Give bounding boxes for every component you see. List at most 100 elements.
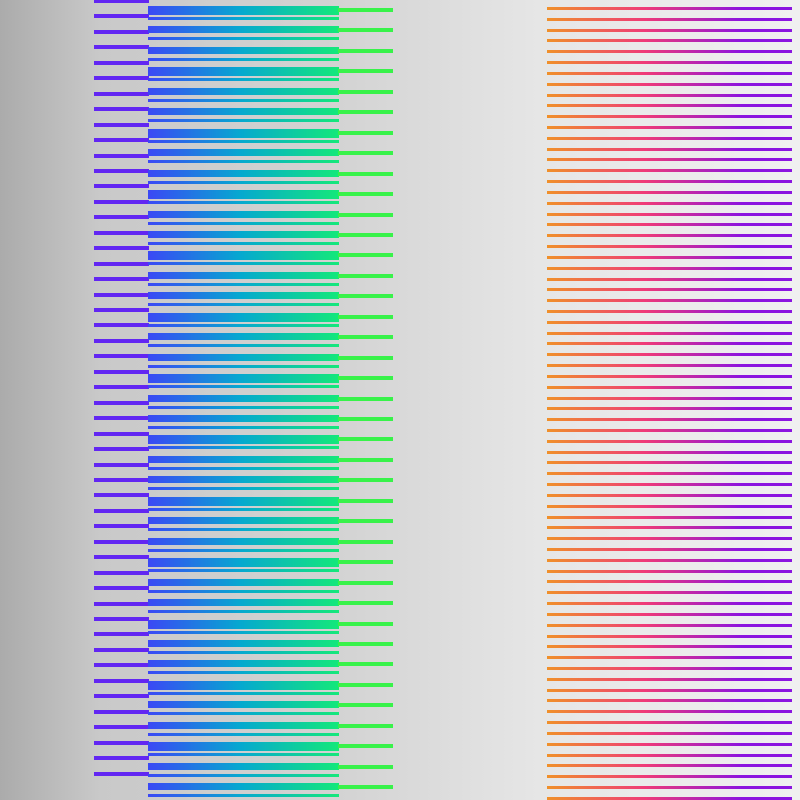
blue-green-stripe [148, 129, 339, 138]
blue-green-stripe [148, 354, 339, 361]
lime-stripe [338, 69, 393, 73]
blue-green-stripe [148, 67, 339, 76]
purple-stripe [94, 756, 149, 760]
orange-violet-stripe [547, 386, 792, 389]
blue-green-stripe [148, 88, 339, 95]
lime-stripe [338, 49, 393, 53]
purple-stripe [94, 354, 149, 358]
lime-stripe [338, 744, 393, 748]
lime-stripe [338, 90, 393, 94]
lime-stripe [338, 335, 393, 339]
purple-stripe [94, 0, 149, 3]
blue-green-stripe [148, 251, 339, 260]
purple-stripe [94, 602, 149, 606]
orange-violet-stripe [547, 689, 792, 692]
blue-green-thin-stripe [148, 365, 339, 368]
blue-green-stripe [148, 681, 339, 690]
orange-violet-stripe [547, 332, 792, 335]
blue-green-thin-stripe [148, 181, 339, 184]
blue-green-thin-stripe [148, 385, 339, 388]
orange-violet-stripe [547, 39, 792, 42]
orange-violet-stripe [547, 83, 792, 86]
blue-green-thin-stripe [148, 774, 339, 777]
orange-violet-stripe [547, 591, 792, 594]
blue-green-thin-stripe [148, 528, 339, 531]
blue-green-thin-stripe [148, 426, 339, 429]
purple-stripe [94, 370, 149, 374]
lime-stripe [338, 581, 393, 585]
blue-green-stripe [148, 435, 339, 444]
lime-stripe [338, 28, 393, 32]
blue-green-thin-stripe [148, 140, 339, 143]
lime-stripe [338, 233, 393, 237]
lime-stripe [338, 8, 393, 12]
orange-violet-stripe [547, 353, 792, 356]
purple-stripe [94, 123, 149, 127]
blue-green-thin-stripe [148, 37, 339, 40]
orange-violet-stripe [547, 169, 792, 172]
orange-violet-stripe [547, 104, 792, 107]
lime-stripe [338, 540, 393, 544]
orange-violet-stripe [547, 137, 792, 140]
orange-violet-stripe [547, 148, 792, 151]
purple-stripe [94, 663, 149, 667]
orange-violet-stripe [547, 516, 792, 519]
purple-stripe [94, 293, 149, 297]
orange-violet-stripe [547, 483, 792, 486]
blue-green-stripe [148, 149, 339, 156]
purple-stripe [94, 61, 149, 65]
orange-violet-stripe [547, 526, 792, 529]
orange-violet-stripe [547, 418, 792, 421]
blue-green-thin-stripe [148, 692, 339, 695]
purple-stripe [94, 107, 149, 111]
blue-green-stripe [148, 640, 339, 647]
lime-stripe [338, 785, 393, 789]
lime-stripe [338, 274, 393, 278]
purple-stripe [94, 184, 149, 188]
purple-stripe [94, 154, 149, 158]
lime-stripe [338, 397, 393, 401]
purple-stripe [94, 617, 149, 621]
orange-violet-stripe [547, 440, 792, 443]
lime-stripe [338, 131, 393, 135]
blue-green-stripe [148, 374, 339, 383]
lime-stripe [338, 683, 393, 687]
blue-green-thin-stripe [148, 201, 339, 204]
blue-green-thin-stripe [148, 569, 339, 572]
blue-green-thin-stripe [148, 262, 339, 265]
orange-violet-stripe [547, 50, 792, 53]
lime-stripe [338, 642, 393, 646]
purple-stripe [94, 432, 149, 436]
orange-violet-stripe [547, 126, 792, 129]
purple-stripe [94, 215, 149, 219]
purple-stripe [94, 679, 149, 683]
purple-stripe [94, 710, 149, 714]
purple-stripe [94, 478, 149, 482]
orange-violet-stripe [547, 461, 792, 464]
orange-violet-stripe [547, 635, 792, 638]
blue-green-stripe [148, 497, 339, 506]
lime-stripe [338, 151, 393, 155]
purple-stripe [94, 509, 149, 513]
blue-green-stripe [148, 742, 339, 751]
blue-green-thin-stripe [148, 58, 339, 61]
orange-violet-stripe [547, 429, 792, 432]
blue-green-thin-stripe [148, 467, 339, 470]
blue-green-stripe [148, 599, 339, 606]
lime-stripe [338, 315, 393, 319]
purple-stripe [94, 725, 149, 729]
blue-green-thin-stripe [148, 242, 339, 245]
orange-violet-stripe [547, 764, 792, 767]
lime-stripe [338, 601, 393, 605]
orange-violet-stripe [547, 580, 792, 583]
orange-violet-stripe [547, 278, 792, 281]
purple-stripe [94, 401, 149, 405]
blue-green-thin-stripe [148, 78, 339, 81]
orange-violet-stripe [547, 656, 792, 659]
lime-stripe [338, 376, 393, 380]
orange-violet-stripe [547, 202, 792, 205]
purple-stripe [94, 741, 149, 745]
blue-green-thin-stripe [148, 324, 339, 327]
blue-green-stripe [148, 620, 339, 629]
blue-green-thin-stripe [148, 222, 339, 225]
